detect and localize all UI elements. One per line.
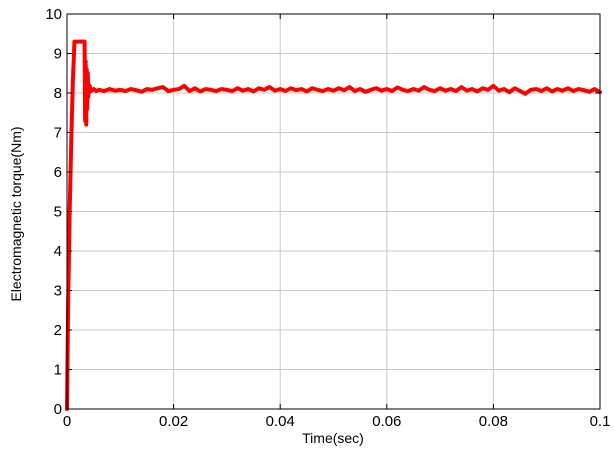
y-tick-label: 3 — [54, 283, 62, 300]
x-tick-label: 0.02 — [159, 413, 188, 430]
x-axis-title: Time(sec) — [302, 430, 364, 446]
y-tick-label: 6 — [54, 164, 62, 181]
x-tick-label: 0.1 — [590, 413, 611, 430]
x-tick-label: 0.08 — [479, 413, 508, 430]
x-tick-label: 0.06 — [372, 413, 401, 430]
tick-layer — [66, 13, 601, 410]
y-tick-label: 8 — [54, 85, 62, 102]
y-tick-label: 4 — [54, 243, 62, 260]
y-tick-label: 2 — [54, 322, 62, 339]
y-tick-label: 9 — [54, 46, 62, 63]
torque-series-line — [65, 39, 602, 411]
y-tick-label: 10 — [45, 6, 62, 23]
y-axis-title: Electromagnetic torque(Nm) — [8, 126, 24, 301]
y-tick-label: 0 — [54, 401, 62, 418]
y-tick-label: 5 — [54, 204, 62, 221]
x-tick-label: 0.04 — [266, 413, 295, 430]
y-tick-label: 1 — [54, 362, 62, 379]
y-tick-label: 7 — [54, 125, 62, 142]
x-tick-label: 0 — [63, 413, 71, 430]
grid-layer — [67, 14, 600, 409]
series-layer — [65, 39, 602, 411]
tick-label-layer: 0 0.02 0.04 0.06 0.08 0.1 0 1 2 3 4 5 6 7 8 9 10 — [45, 6, 610, 430]
